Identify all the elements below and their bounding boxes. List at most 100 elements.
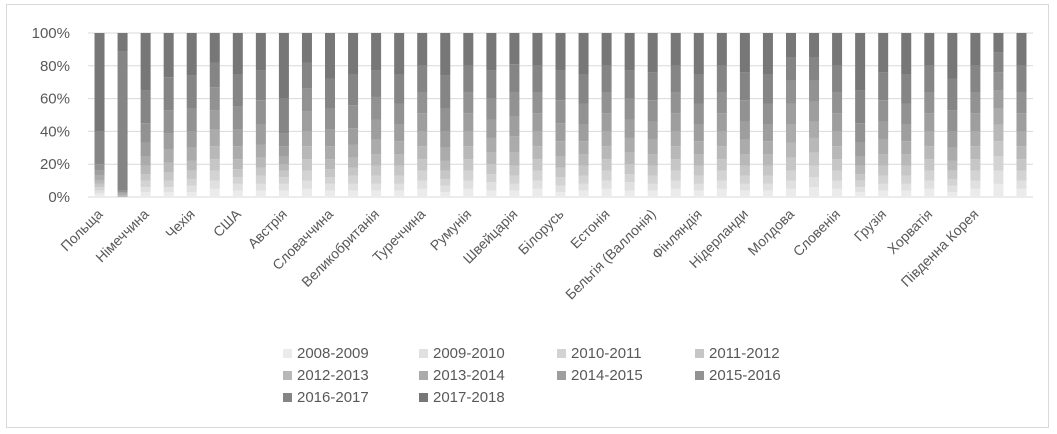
bar-segment-2012-2013 [878, 154, 889, 166]
bar-segment-2016-2017 [601, 65, 612, 93]
bar-segment-2012-2013 [855, 165, 866, 175]
bar-segment-2008-2009 [832, 188, 843, 197]
bar-segment-2015-2016 [693, 103, 704, 125]
bar-segment-2015-2016 [278, 133, 289, 147]
bar-segment-2013-2014 [924, 131, 935, 147]
bar-segment-2013-2014 [486, 137, 497, 153]
bar-segment-2014-2015 [809, 101, 820, 122]
bar-segment-2011-2012 [509, 165, 520, 176]
bar-segment-2008-2009 [785, 188, 796, 197]
bar-segment-2014-2015 [348, 128, 359, 145]
bar-segment-2011-2012 [186, 170, 197, 179]
bar-segment-2008-2009 [463, 188, 474, 197]
bar-segment-2013-2014 [716, 131, 727, 147]
bar-stack [947, 33, 958, 197]
bar-segment-2010-2011 [209, 170, 220, 181]
bar-segment-2012-2013 [94, 180, 105, 184]
bar-segment-2011-2012 [993, 141, 1004, 156]
bar-segment-2017-2018 [693, 33, 704, 74]
bar-segment-2015-2016 [417, 92, 428, 114]
bar-segment-2010-2011 [693, 175, 704, 184]
bar-segment-2010-2011 [348, 175, 359, 184]
bar-segment-2012-2013 [186, 160, 197, 171]
bar-segment-2015-2016 [255, 100, 266, 125]
bar-segment-2010-2011 [325, 177, 336, 184]
bar-segment-2008-2009 [209, 188, 220, 197]
bar-segment-2011-2012 [532, 159, 543, 171]
bar-segment-2009-2010 [555, 185, 566, 193]
bar-segment-2009-2010 [1016, 180, 1027, 189]
bar-segment-2017-2018 [855, 33, 866, 91]
bar-segment-2008-2009 [970, 188, 981, 197]
chart-frame: 0% 20% 40% 60% 80% 100% Польща Німеччина Чехія С… [6, 4, 1049, 428]
bar-segment-2015-2016 [878, 100, 889, 122]
bar-stack [140, 33, 151, 197]
bar-segment-2008-2009 [301, 188, 312, 197]
bar-segment-2014-2015 [670, 113, 681, 132]
bar-stack [578, 33, 589, 197]
bar-segment-2017-2018 [647, 33, 658, 73]
bar-segment-2012-2013 [371, 154, 382, 166]
bar-segment-2015-2016 [924, 92, 935, 114]
bar-segment-2009-2010 [278, 183, 289, 191]
bar-segment-2009-2010 [301, 180, 312, 189]
bar-segment-2012-2013 [440, 160, 451, 171]
bar-segment-2015-2016 [832, 92, 843, 114]
bar-segment-2009-2010 [325, 183, 336, 191]
bar-segment-2011-2012 [647, 165, 658, 176]
bar-segment-2013-2014 [855, 156, 866, 166]
bar-segment-2011-2012 [163, 172, 174, 181]
bar-segment-2009-2010 [601, 180, 612, 189]
bar-segment-2009-2010 [371, 183, 382, 191]
x-category-label: Румунія [427, 206, 475, 254]
legend-swatch [695, 370, 704, 380]
bar-segment-2010-2011 [278, 177, 289, 184]
bar-segment-2016-2017 [693, 74, 704, 104]
bar-segment-2008-2009 [555, 192, 566, 197]
bar-segment-2010-2011 [624, 174, 635, 183]
bar-segment-2009-2010 [232, 183, 243, 191]
bar-segment-2017-2018 [601, 33, 612, 66]
bar-segment-2013-2014 [301, 131, 312, 147]
bar-segment-2011-2012 [371, 165, 382, 176]
bar-segment-2009-2010 [255, 183, 266, 191]
bar-segment-2016-2017 [417, 65, 428, 93]
bar-segment-2013-2014 [371, 139, 382, 155]
bar-segment-2014-2015 [509, 116, 520, 137]
bar-segment-2012-2013 [325, 159, 336, 170]
y-tick-label: 80% [40, 58, 70, 75]
bar-segment-2017-2018 [140, 33, 151, 91]
bar-segment-2016-2017 [647, 72, 658, 101]
bar-segment-2011-2012 [555, 167, 566, 178]
bar-segment-2009-2010 [947, 185, 958, 193]
bar-segment-2015-2016 [555, 100, 566, 124]
bar-segment-2013-2014 [693, 141, 704, 155]
legend-label: 2012-2013 [297, 366, 369, 384]
bar-segment-2015-2016 [1016, 92, 1027, 114]
bar-segment-2009-2010 [809, 177, 820, 188]
bar-segment-2010-2011 [832, 170, 843, 181]
bar-segment-2015-2016 [970, 92, 981, 114]
bar-segment-2011-2012 [970, 159, 981, 171]
bar-stack [832, 33, 843, 197]
bar-segment-2016-2017 [532, 65, 543, 93]
legend-label: 2016-2017 [297, 388, 369, 406]
bar-segment-2016-2017 [394, 74, 405, 104]
y-tick-label: 40% [40, 123, 70, 140]
legend-item: 2010-2011 [557, 343, 695, 363]
bar-segment-2016-2017 [94, 131, 105, 165]
bar-segment-2014-2015 [417, 113, 428, 132]
bar-stack [232, 33, 243, 197]
bar-segment-2016-2017 [578, 74, 589, 104]
bar-segment-2010-2011 [970, 170, 981, 181]
legend-item: 2011-2012 [695, 343, 815, 363]
bar-segment-2009-2010 [739, 183, 750, 191]
bar-segment-2017-2018 [901, 33, 912, 74]
bar-segment-2008-2009 [855, 192, 866, 197]
bar-stack [855, 33, 866, 197]
bar-stack [440, 33, 451, 197]
bar-stack [693, 33, 704, 197]
bar-segment-2016-2017 [947, 78, 958, 111]
legend-item: 2017-2018 [419, 387, 557, 407]
bar-segment-2016-2017 [670, 65, 681, 93]
